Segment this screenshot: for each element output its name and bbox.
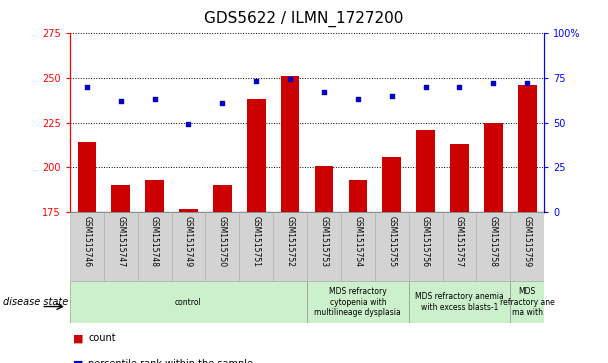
Bar: [443, 212, 477, 281]
Bar: [137, 212, 171, 281]
Text: GSM1515755: GSM1515755: [387, 216, 396, 267]
Text: ■: ■: [73, 334, 83, 343]
Bar: [348, 180, 367, 212]
Text: percentile rank within the sample: percentile rank within the sample: [88, 359, 254, 363]
Point: [488, 80, 498, 86]
Point: [218, 100, 227, 106]
Bar: [315, 166, 333, 212]
Bar: [247, 99, 266, 212]
Text: ■: ■: [73, 359, 83, 363]
Point: [251, 78, 261, 84]
Text: GSM1515754: GSM1515754: [353, 216, 362, 267]
Text: GSM1515748: GSM1515748: [150, 216, 159, 267]
Point: [421, 84, 430, 90]
Point: [319, 89, 329, 95]
Text: GSM1515747: GSM1515747: [116, 216, 125, 267]
Bar: [375, 212, 409, 281]
Bar: [510, 212, 544, 281]
Text: GSM1515746: GSM1515746: [82, 216, 91, 267]
Text: GSM1515749: GSM1515749: [184, 216, 193, 267]
Bar: [409, 281, 510, 323]
Text: GSM1515750: GSM1515750: [218, 216, 227, 267]
Text: MDS refractory
cytopenia with
multilineage dysplasia: MDS refractory cytopenia with multilinea…: [314, 287, 401, 317]
Point: [522, 80, 532, 86]
Bar: [307, 212, 341, 281]
Text: disease state: disease state: [3, 297, 68, 307]
Text: GSM1515758: GSM1515758: [489, 216, 498, 267]
Bar: [213, 185, 232, 212]
Text: GSM1515757: GSM1515757: [455, 216, 464, 267]
Text: GSM1515751: GSM1515751: [252, 216, 261, 267]
Bar: [145, 180, 164, 212]
Point: [353, 96, 363, 102]
Text: GSM1515759: GSM1515759: [523, 216, 532, 267]
Bar: [307, 281, 409, 323]
Bar: [206, 212, 240, 281]
Bar: [111, 185, 130, 212]
Bar: [70, 281, 307, 323]
Bar: [104, 212, 137, 281]
Bar: [171, 212, 206, 281]
Point: [387, 93, 396, 98]
Point: [116, 98, 126, 104]
Bar: [240, 212, 273, 281]
Bar: [78, 142, 96, 212]
Text: GSM1515753: GSM1515753: [319, 216, 328, 267]
Bar: [179, 209, 198, 212]
Point: [150, 96, 159, 102]
Bar: [281, 76, 299, 212]
Bar: [416, 130, 435, 212]
Bar: [273, 212, 307, 281]
Bar: [510, 281, 544, 323]
Bar: [518, 85, 536, 212]
Text: GDS5622 / ILMN_1727200: GDS5622 / ILMN_1727200: [204, 11, 404, 27]
Text: control: control: [175, 298, 202, 307]
Bar: [70, 212, 104, 281]
Text: GSM1515752: GSM1515752: [286, 216, 295, 267]
Text: MDS
refractory ane
ma with: MDS refractory ane ma with: [500, 287, 554, 317]
Point: [455, 84, 465, 90]
Bar: [450, 144, 469, 212]
Point: [184, 121, 193, 127]
Bar: [341, 212, 375, 281]
Bar: [477, 212, 510, 281]
Bar: [484, 123, 503, 212]
Text: GSM1515756: GSM1515756: [421, 216, 430, 267]
Point: [285, 77, 295, 82]
Point: [82, 84, 92, 90]
Bar: [382, 157, 401, 212]
Text: count: count: [88, 334, 116, 343]
Text: MDS refractory anemia
with excess blasts-1: MDS refractory anemia with excess blasts…: [415, 293, 504, 312]
Bar: [409, 212, 443, 281]
